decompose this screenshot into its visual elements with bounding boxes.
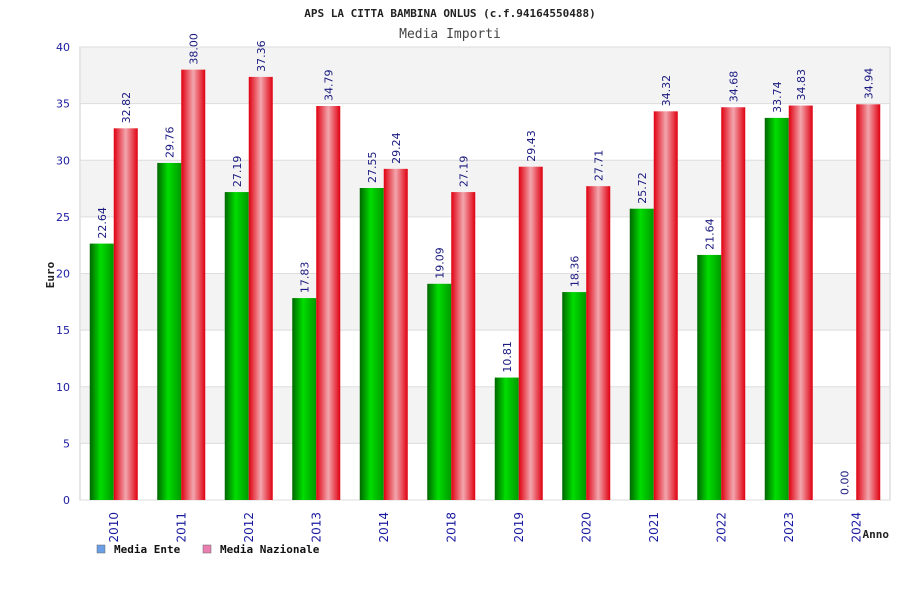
grid-band <box>81 386 889 444</box>
bar-media-nazionale <box>721 107 746 501</box>
chart-subtitle: Media Importi <box>399 27 501 42</box>
x-tick-label: 2013 <box>309 512 323 543</box>
grid-lines <box>80 46 890 501</box>
legend-label: Media Nazionale <box>220 543 320 556</box>
y-tick-label: 35 <box>56 98 70 111</box>
bar-value-label: 0.00 <box>838 471 851 496</box>
y-axis-ticks: 0 5 10 15 20 25 30 35 40 <box>56 41 70 507</box>
x-tick-label: 2014 <box>377 512 391 543</box>
chart-title: APS LA CITTA BAMBINA ONLUS (c.f.94164550… <box>304 7 595 20</box>
legend: Media Ente Media Nazionale <box>96 543 320 556</box>
bar-value-label: 22.64 <box>96 207 109 239</box>
x-tick-label: 2023 <box>782 512 796 543</box>
y-tick-label: 5 <box>63 437 70 450</box>
x-tick-label: 2019 <box>512 512 526 543</box>
bar-media-ente <box>359 187 384 500</box>
bar-media-nazionale <box>586 186 611 500</box>
bar-value-label: 27.71 <box>592 150 605 182</box>
bar-value-label: 18.36 <box>568 256 581 288</box>
bar-media-nazionale <box>248 76 273 500</box>
bar-media-nazionale <box>181 69 206 501</box>
bar-media-ente <box>494 377 519 500</box>
grid-band <box>81 273 889 331</box>
bar-media-ente <box>292 298 317 500</box>
bar-value-label: 27.55 <box>366 151 379 183</box>
bar-value-label: 21.64 <box>703 218 716 250</box>
y-tick-label: 10 <box>56 381 70 394</box>
bar-value-label: 29.76 <box>163 126 176 158</box>
bar-media-ente <box>697 254 722 500</box>
bar-value-label: 38.00 <box>187 33 200 65</box>
y-tick-label: 30 <box>56 154 70 167</box>
bar-media-ente <box>764 117 789 500</box>
bar-value-label: 37.36 <box>255 40 268 72</box>
y-tick-label: 20 <box>56 268 70 281</box>
x-tick-label: 2024 <box>849 512 863 543</box>
bar-media-ente <box>224 192 249 501</box>
bar-value-label: 27.19 <box>457 156 470 188</box>
y-tick-label: 0 <box>63 494 70 507</box>
x-tick-label: 2010 <box>107 512 121 543</box>
y-axis-label: Euro <box>44 261 57 288</box>
x-tick-label: 2020 <box>579 512 593 543</box>
legend-label: Media Ente <box>114 543 181 556</box>
grid-band <box>81 160 889 217</box>
legend-swatch <box>96 544 106 554</box>
bar-media-nazionale <box>383 168 408 500</box>
bar-media-ente <box>157 162 182 500</box>
bar-media-nazionale <box>788 105 813 501</box>
bar-media-nazionale <box>316 106 341 501</box>
bar-value-label: 34.68 <box>727 71 740 103</box>
bar-value-label: 34.79 <box>322 70 335 102</box>
bar-media-nazionale <box>653 111 678 501</box>
bar-value-label: 19.09 <box>433 247 446 279</box>
bar-media-nazionale <box>451 192 476 501</box>
x-tick-label: 2018 <box>444 512 458 543</box>
bar-value-label: 29.43 <box>525 130 538 162</box>
bar-value-label: 25.72 <box>636 172 649 204</box>
y-tick-label: 25 <box>56 211 70 224</box>
y-tick-label: 40 <box>56 41 70 54</box>
bar-value-label: 34.32 <box>660 75 673 107</box>
y-tick-label: 15 <box>56 324 70 337</box>
x-axis-ticks: 2010 2011 2012 2013 2014 2018 2019 2020 2021 2022… <box>107 512 864 543</box>
bar-media-nazionale <box>856 104 881 500</box>
x-tick-label: 2011 <box>174 512 188 543</box>
bar-value-label: 17.83 <box>298 262 311 294</box>
x-tick-label: 2022 <box>714 512 728 543</box>
bar-media-ente <box>427 283 452 500</box>
bar-media-nazionale <box>518 166 543 500</box>
bar-value-label: 29.24 <box>390 132 403 164</box>
bar-media-ente <box>562 292 587 500</box>
legend-swatch <box>202 544 212 554</box>
grid-band <box>81 47 889 104</box>
bar-media-nazionale <box>113 128 138 500</box>
x-axis-label: Anno <box>863 528 890 541</box>
bar-value-label: 27.19 <box>231 156 244 188</box>
bar-value-labels: 22.64 32.82 29.76 38.00 27.19 37.36 17.83 34.79… <box>96 33 876 495</box>
bar-value-label: 10.81 <box>501 341 514 373</box>
bar-media-ente <box>89 243 114 501</box>
x-tick-label: 2012 <box>242 512 256 543</box>
bar-media-ente <box>629 208 654 500</box>
x-tick-label: 2021 <box>647 512 661 543</box>
bar-value-label: 32.82 <box>120 92 133 124</box>
bars <box>89 69 881 501</box>
bar-value-label: 34.83 <box>795 69 808 101</box>
bar-value-label: 33.74 <box>771 81 784 113</box>
bar-value-label: 34.94 <box>862 68 875 100</box>
